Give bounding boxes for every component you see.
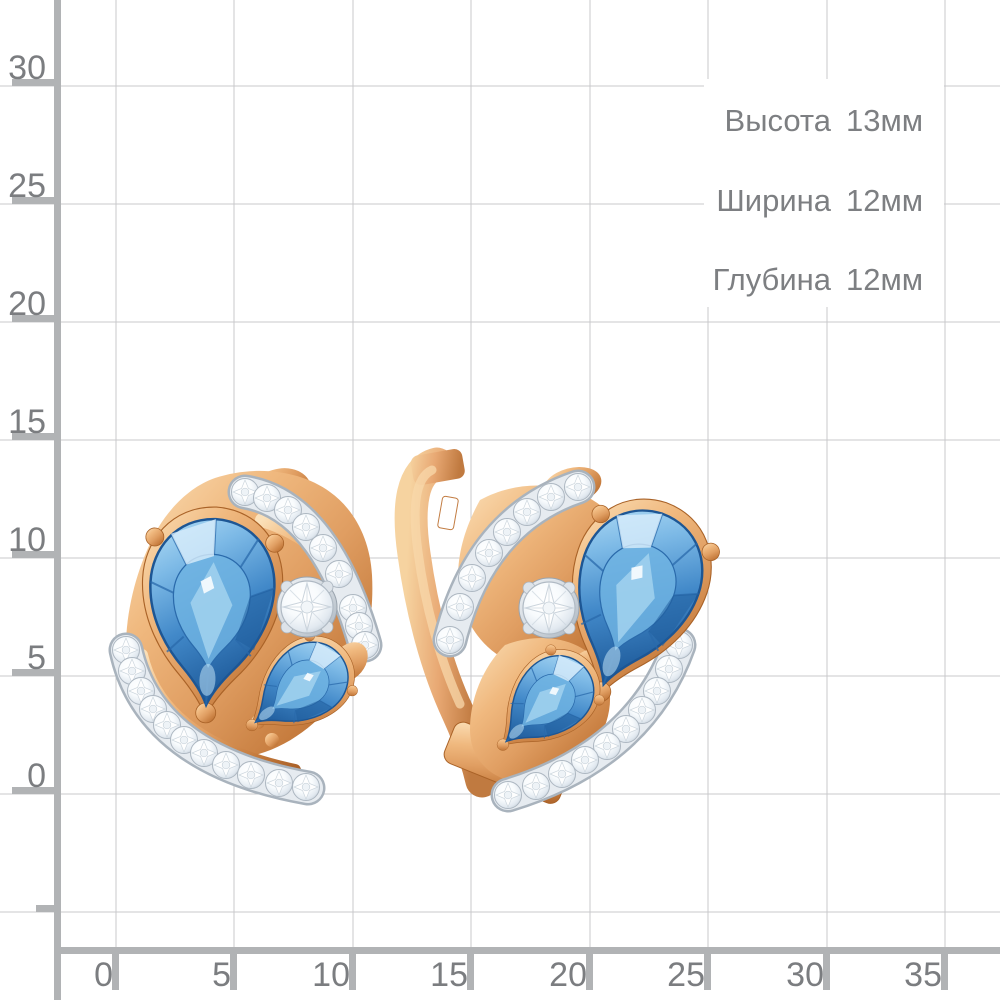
dimension-row-width: Ширина 12мм bbox=[700, 184, 930, 218]
x-axis-label: 30 bbox=[786, 956, 824, 994]
dimension-label: Ширина bbox=[716, 183, 831, 218]
x-axis-label: 5 bbox=[212, 956, 231, 994]
x-axis-label: 10 bbox=[312, 956, 350, 994]
right-round-cz bbox=[518, 577, 580, 639]
dimensions-panel bbox=[704, 79, 944, 307]
left-round-cz bbox=[276, 576, 338, 638]
y-axis-label: 15 bbox=[8, 403, 46, 441]
left-earring bbox=[108, 468, 383, 806]
dimension-row-depth: Глубина 12мм bbox=[700, 263, 930, 297]
dimension-row-height: Высота 13мм bbox=[700, 104, 930, 138]
x-axis-label: 35 bbox=[904, 956, 942, 994]
dimension-label: Высота bbox=[724, 103, 831, 138]
y-axis-label: 20 bbox=[8, 285, 46, 323]
dimension-value: 12мм bbox=[846, 262, 924, 297]
y-axis-label: 30 bbox=[8, 49, 46, 87]
y-axis-label: 25 bbox=[8, 167, 46, 205]
ruler-lines bbox=[12, 0, 1000, 1000]
dimension-value: 12мм bbox=[846, 183, 924, 218]
y-axis-label: 10 bbox=[8, 521, 46, 559]
dimension-label: Глубина bbox=[712, 262, 831, 297]
y-axis-label: 0 bbox=[27, 757, 46, 795]
dimension-value: 13мм bbox=[846, 103, 924, 138]
right-earring bbox=[394, 447, 731, 813]
x-axis-label: 0 bbox=[94, 956, 113, 994]
x-axis-label: 25 bbox=[667, 956, 705, 994]
x-axis-label: 15 bbox=[430, 956, 468, 994]
x-axis-label: 20 bbox=[549, 956, 587, 994]
y-axis-label: 5 bbox=[27, 639, 46, 677]
